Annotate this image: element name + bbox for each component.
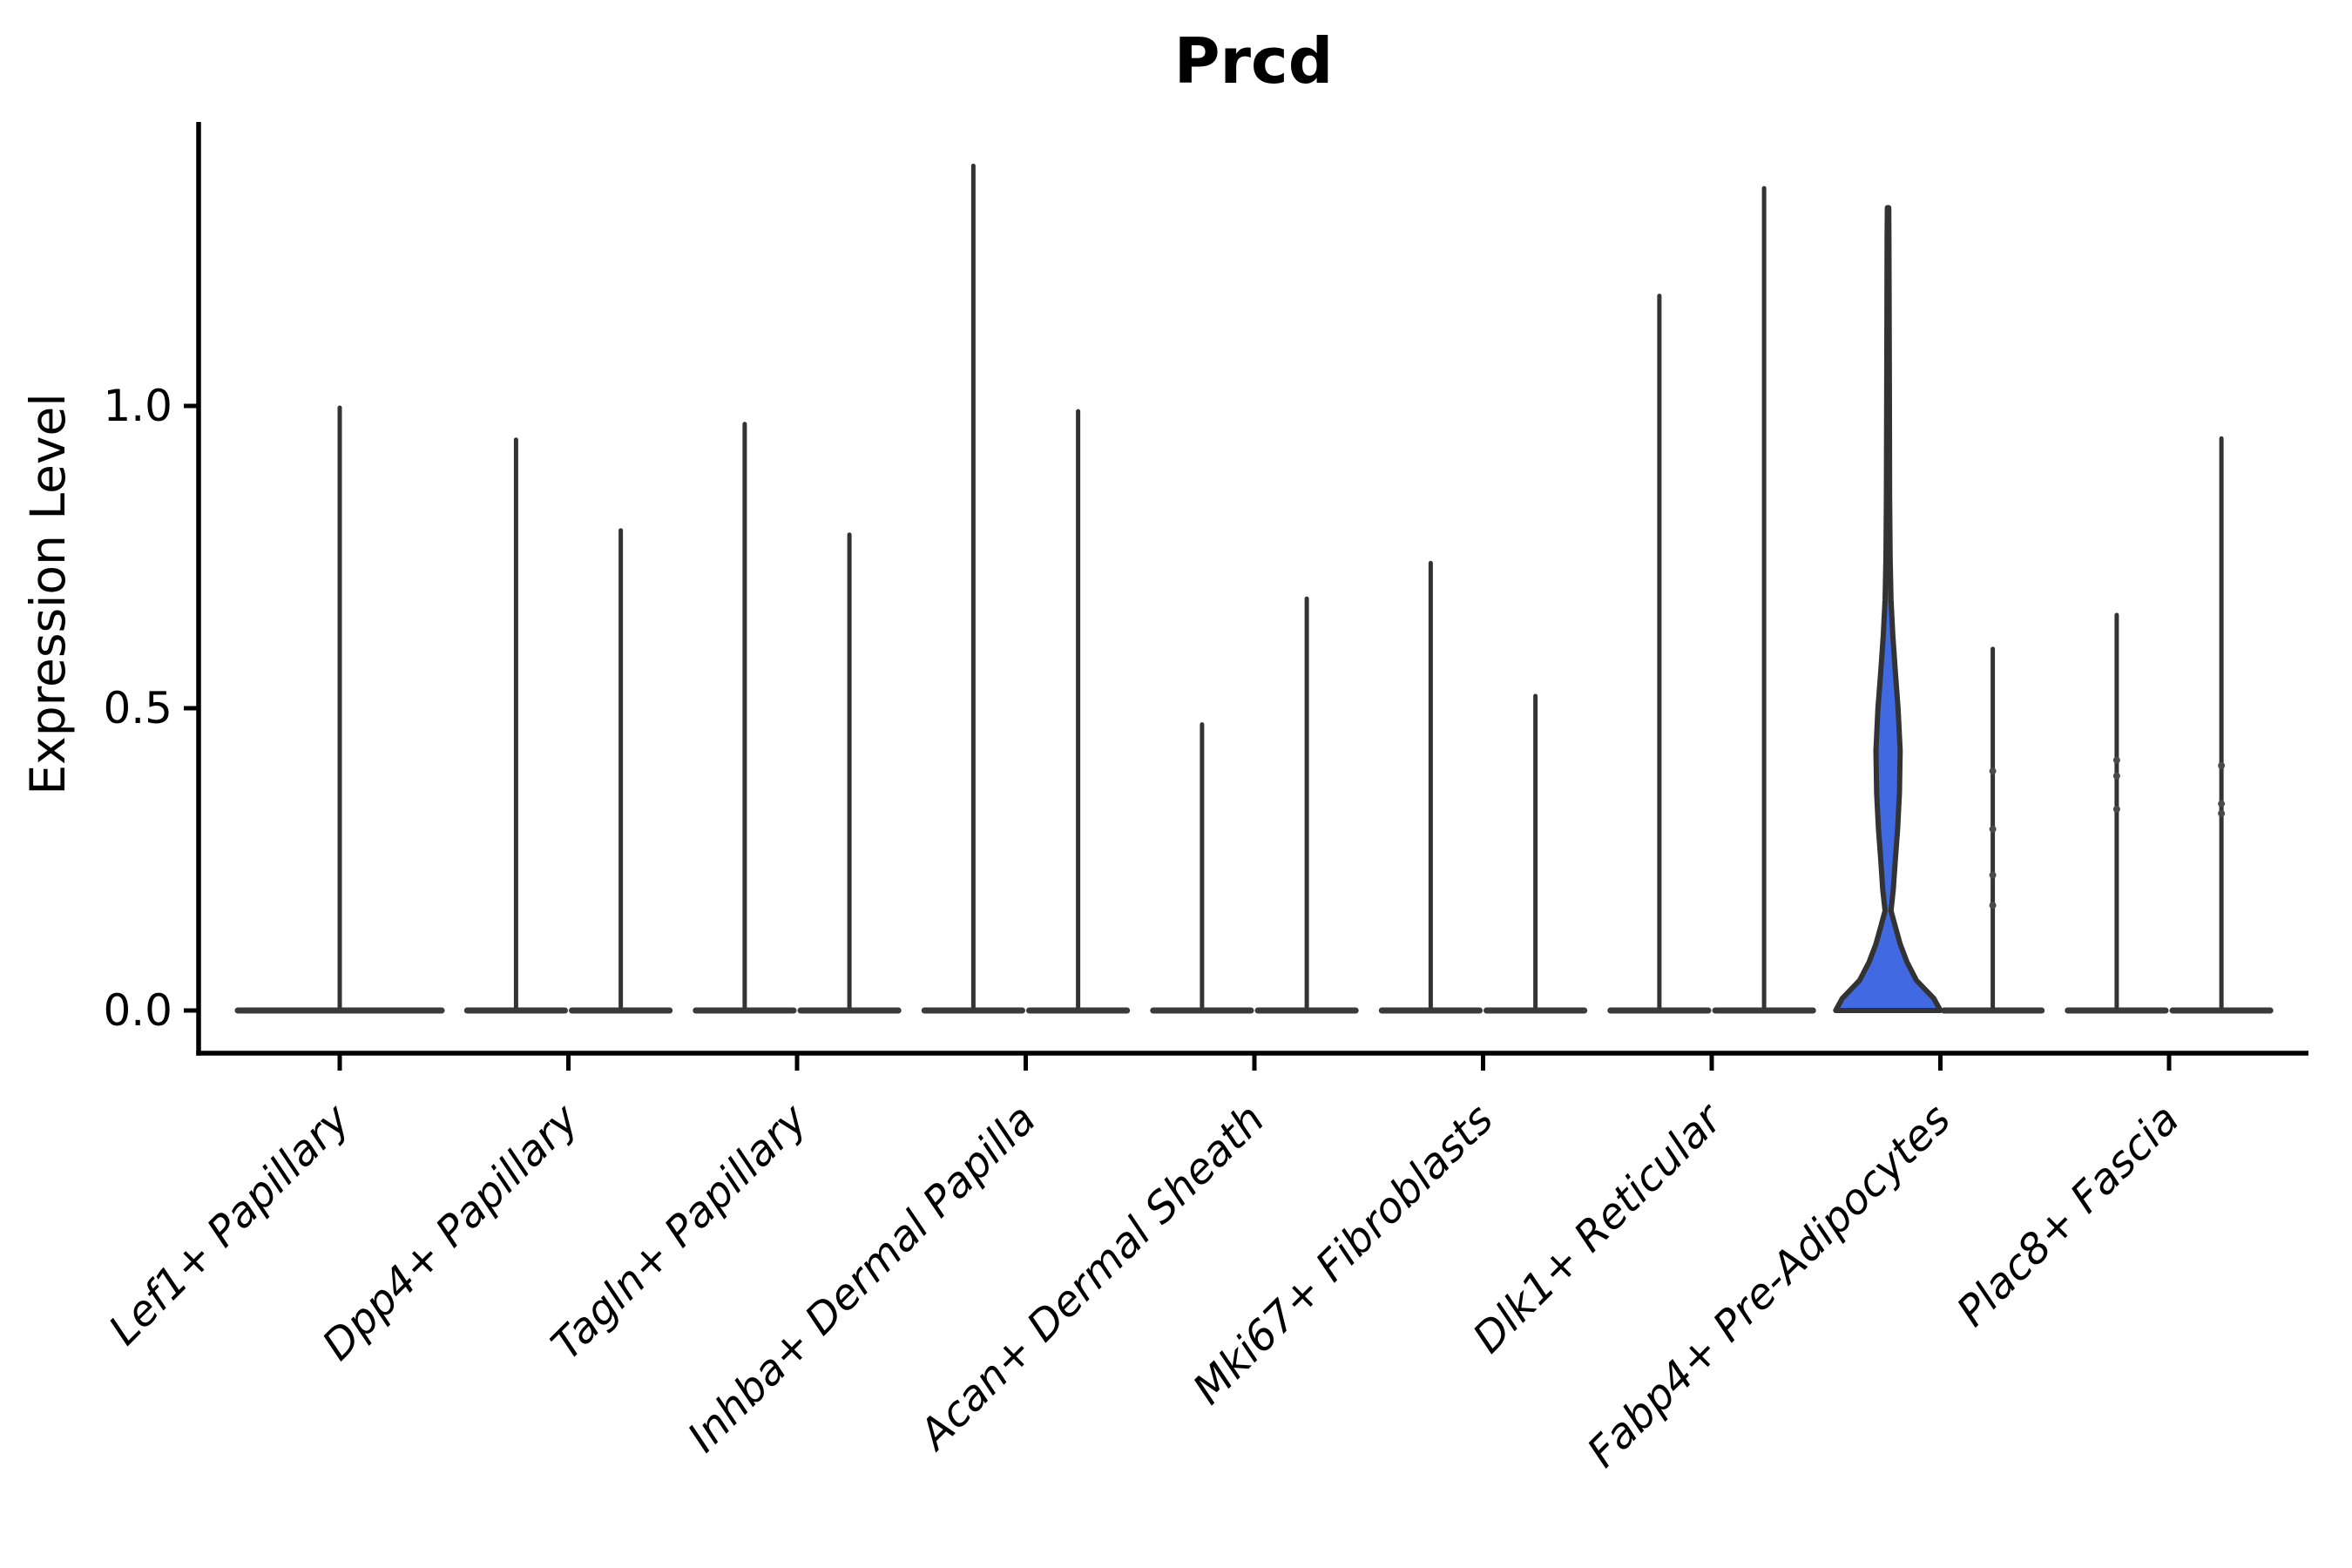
y-tick-label: 1.0 [103, 381, 172, 431]
expression-dot [2218, 761, 2226, 769]
expression-dot [2218, 800, 2226, 808]
expression-dot [1989, 871, 1997, 879]
x-tick-label: Dpp4+ Papillary [313, 1094, 588, 1369]
expression-dot [2218, 809, 2226, 817]
expression-dot [2112, 772, 2120, 780]
expression-dot [1989, 902, 1997, 909]
expression-dot [2112, 805, 2120, 813]
y-tick-label: 0.5 [103, 683, 172, 733]
x-tick-label: Tagln+ Papillary [542, 1094, 817, 1369]
x-tick-label: Lef1+ Papillary [99, 1094, 360, 1355]
expression-dot [2112, 756, 2120, 764]
expression-dot [1989, 825, 1997, 833]
chart-title: Prcd [1173, 24, 1334, 98]
y-tick-label: 0.0 [103, 985, 172, 1036]
highlighted-violin [1833, 205, 1943, 1013]
x-tick-label: Plac8+ Fascia [1948, 1095, 2189, 1336]
expression-dot [1989, 767, 1997, 775]
x-tick-label: Fabp4+ Pre-Adipocytes [1578, 1095, 1960, 1477]
x-tick-label: Dlk1+ Reticular [1463, 1093, 1734, 1363]
